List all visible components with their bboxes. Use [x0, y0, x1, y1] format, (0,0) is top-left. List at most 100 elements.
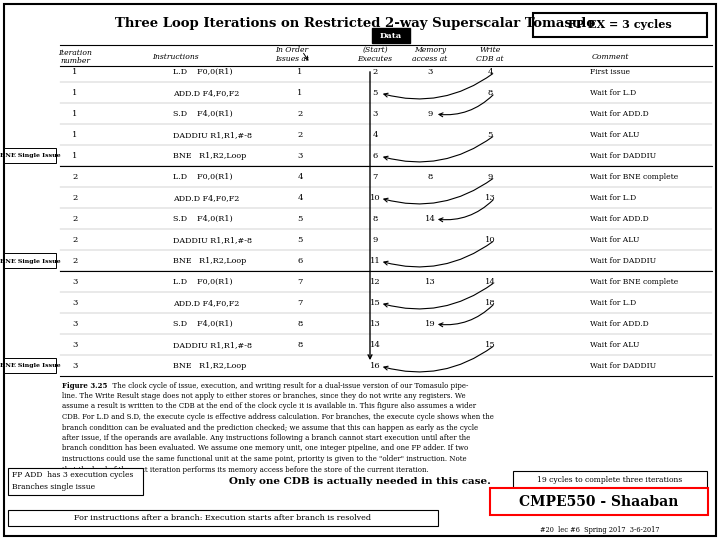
Text: Wait for L.D: Wait for L.D [590, 89, 636, 97]
Text: In Order: In Order [276, 46, 309, 54]
Text: that the load of the next iteration performs its memory access before the store : that the load of the next iteration perf… [62, 465, 428, 474]
Text: 8: 8 [487, 89, 492, 97]
Text: 2: 2 [73, 257, 78, 265]
Text: 8: 8 [372, 215, 378, 223]
Text: DADDIU R1,R1,#-8: DADDIU R1,R1,#-8 [173, 131, 252, 139]
Text: Write: Write [480, 46, 500, 54]
Text: 6: 6 [297, 257, 302, 265]
Text: 5: 5 [297, 215, 302, 223]
Text: 9: 9 [372, 236, 378, 244]
Text: Wait for DADDIU: Wait for DADDIU [590, 152, 656, 160]
Text: 5: 5 [372, 89, 378, 97]
Text: 1: 1 [72, 131, 78, 139]
Text: 2: 2 [297, 131, 302, 139]
Bar [490, 488, 708, 515]
Text: Wait for BNE complete: Wait for BNE complete [590, 173, 678, 181]
Text: S.D    F4,0(R1): S.D F4,0(R1) [173, 215, 233, 223]
Text: FP ADD  has 3 execution cycles: FP ADD has 3 execution cycles [12, 471, 133, 479]
Text: CDB at: CDB at [476, 55, 504, 63]
Text: 4: 4 [297, 194, 302, 202]
Text: L.D    F0,0(R1): L.D F0,0(R1) [173, 68, 233, 76]
Text: 7: 7 [297, 299, 302, 307]
Text: Branches single issue: Branches single issue [12, 483, 95, 491]
Text: 3: 3 [372, 110, 378, 118]
Text: 10: 10 [485, 236, 495, 244]
Text: Wait for ALU: Wait for ALU [590, 236, 639, 244]
Bar [533, 13, 707, 37]
Text: Wait for ADD.D: Wait for ADD.D [590, 215, 649, 223]
Text: 2: 2 [73, 194, 78, 202]
Text: 8: 8 [427, 173, 433, 181]
Text: (Start): (Start) [362, 46, 388, 54]
Bar [372, 28, 410, 43]
Text: 5: 5 [487, 131, 492, 139]
Text: Data: Data [380, 32, 402, 40]
Text: 9: 9 [427, 110, 433, 118]
Text: 8: 8 [297, 341, 302, 349]
Text: BNE Single Issue: BNE Single Issue [0, 153, 60, 159]
Text: ADD.D F4,F0,F2: ADD.D F4,F0,F2 [173, 299, 239, 307]
Text: 1: 1 [72, 110, 78, 118]
Text: number: number [60, 57, 90, 65]
Text: instructions could use the same functional unit at the same point, priority is g: instructions could use the same function… [62, 455, 467, 463]
Text: 8: 8 [297, 320, 302, 328]
Text: BNE   R1,R2,Loop: BNE R1,R2,Loop [173, 257, 246, 265]
Text: 6: 6 [372, 152, 377, 160]
Text: 3: 3 [72, 341, 78, 349]
Text: Memory: Memory [414, 46, 446, 54]
Text: Issues at: Issues at [275, 55, 309, 63]
Text: 3: 3 [72, 362, 78, 370]
Text: 3: 3 [72, 320, 78, 328]
Text: 11: 11 [369, 257, 380, 265]
Text: 3: 3 [297, 152, 302, 160]
Text: 16: 16 [369, 362, 380, 370]
Text: 13: 13 [369, 320, 380, 328]
Text: branch condition has been evaluated. We assume one memory unit, one integer pipe: branch condition has been evaluated. We … [62, 444, 468, 453]
Text: 4: 4 [487, 68, 492, 76]
Text: Instructions: Instructions [152, 53, 198, 61]
Text: #20  lec #6  Spring 2017  3-6-2017: #20 lec #6 Spring 2017 3-6-2017 [540, 526, 660, 534]
Text: line. The Write Result stage does not apply to either stores or branches, since : line. The Write Result stage does not ap… [62, 392, 466, 400]
Text: CMPE550 - Shaaban: CMPE550 - Shaaban [519, 495, 679, 509]
Text: 2: 2 [297, 110, 302, 118]
Text: 12: 12 [369, 278, 380, 286]
Text: 1: 1 [72, 68, 78, 76]
Bar [513, 471, 707, 488]
Text: 4: 4 [372, 131, 378, 139]
Bar [8, 468, 143, 495]
Text: 1: 1 [297, 68, 302, 76]
Bar [4, 253, 56, 268]
Text: Comment: Comment [591, 53, 629, 61]
Text: 7: 7 [297, 278, 302, 286]
Text: 1: 1 [72, 152, 78, 160]
Text: BNE   R1,R2,Loop: BNE R1,R2,Loop [173, 362, 246, 370]
Text: 13: 13 [485, 194, 495, 202]
Text: 2: 2 [73, 236, 78, 244]
Text: 3: 3 [72, 299, 78, 307]
Text: Wait for ALU: Wait for ALU [590, 131, 639, 139]
Text: For instructions after a branch: Execution starts after branch is resolved: For instructions after a branch: Executi… [74, 514, 372, 522]
Text: DADDIU R1,R1,#-8: DADDIU R1,R1,#-8 [173, 236, 252, 244]
Text: 2: 2 [372, 68, 377, 76]
Text: Wait for ADD.D: Wait for ADD.D [590, 110, 649, 118]
Text: Executes: Executes [358, 55, 392, 63]
Text: Wait for DADDIU: Wait for DADDIU [590, 362, 656, 370]
Text: 10: 10 [369, 194, 380, 202]
Text: Only one CDB is actually needed in this case.: Only one CDB is actually needed in this … [229, 477, 491, 487]
Text: L.D    F0,0(R1): L.D F0,0(R1) [173, 278, 233, 286]
Text: BNE Single Issue: BNE Single Issue [0, 259, 60, 264]
Text: 14: 14 [485, 278, 495, 286]
Text: 19: 19 [425, 320, 436, 328]
Bar [8, 510, 438, 526]
Text: after issue, if the operands are available. Any instructions following a branch : after issue, if the operands are availab… [62, 434, 470, 442]
Text: 3: 3 [72, 278, 78, 286]
Text: branch condition can be evaluated and the prediction checked; we assume that thi: branch condition can be evaluated and th… [62, 423, 478, 431]
Text: 9: 9 [487, 173, 492, 181]
Text: 7: 7 [372, 173, 378, 181]
Text: 14: 14 [369, 341, 380, 349]
Text: BNE   R1,R2,Loop: BNE R1,R2,Loop [173, 152, 246, 160]
Text: FP EX = 3 cycles: FP EX = 3 cycles [568, 19, 672, 30]
Text: 15: 15 [485, 341, 495, 349]
Text: BNE Single Issue: BNE Single Issue [0, 363, 60, 368]
Text: S.D    F4,0(R1): S.D F4,0(R1) [173, 110, 233, 118]
